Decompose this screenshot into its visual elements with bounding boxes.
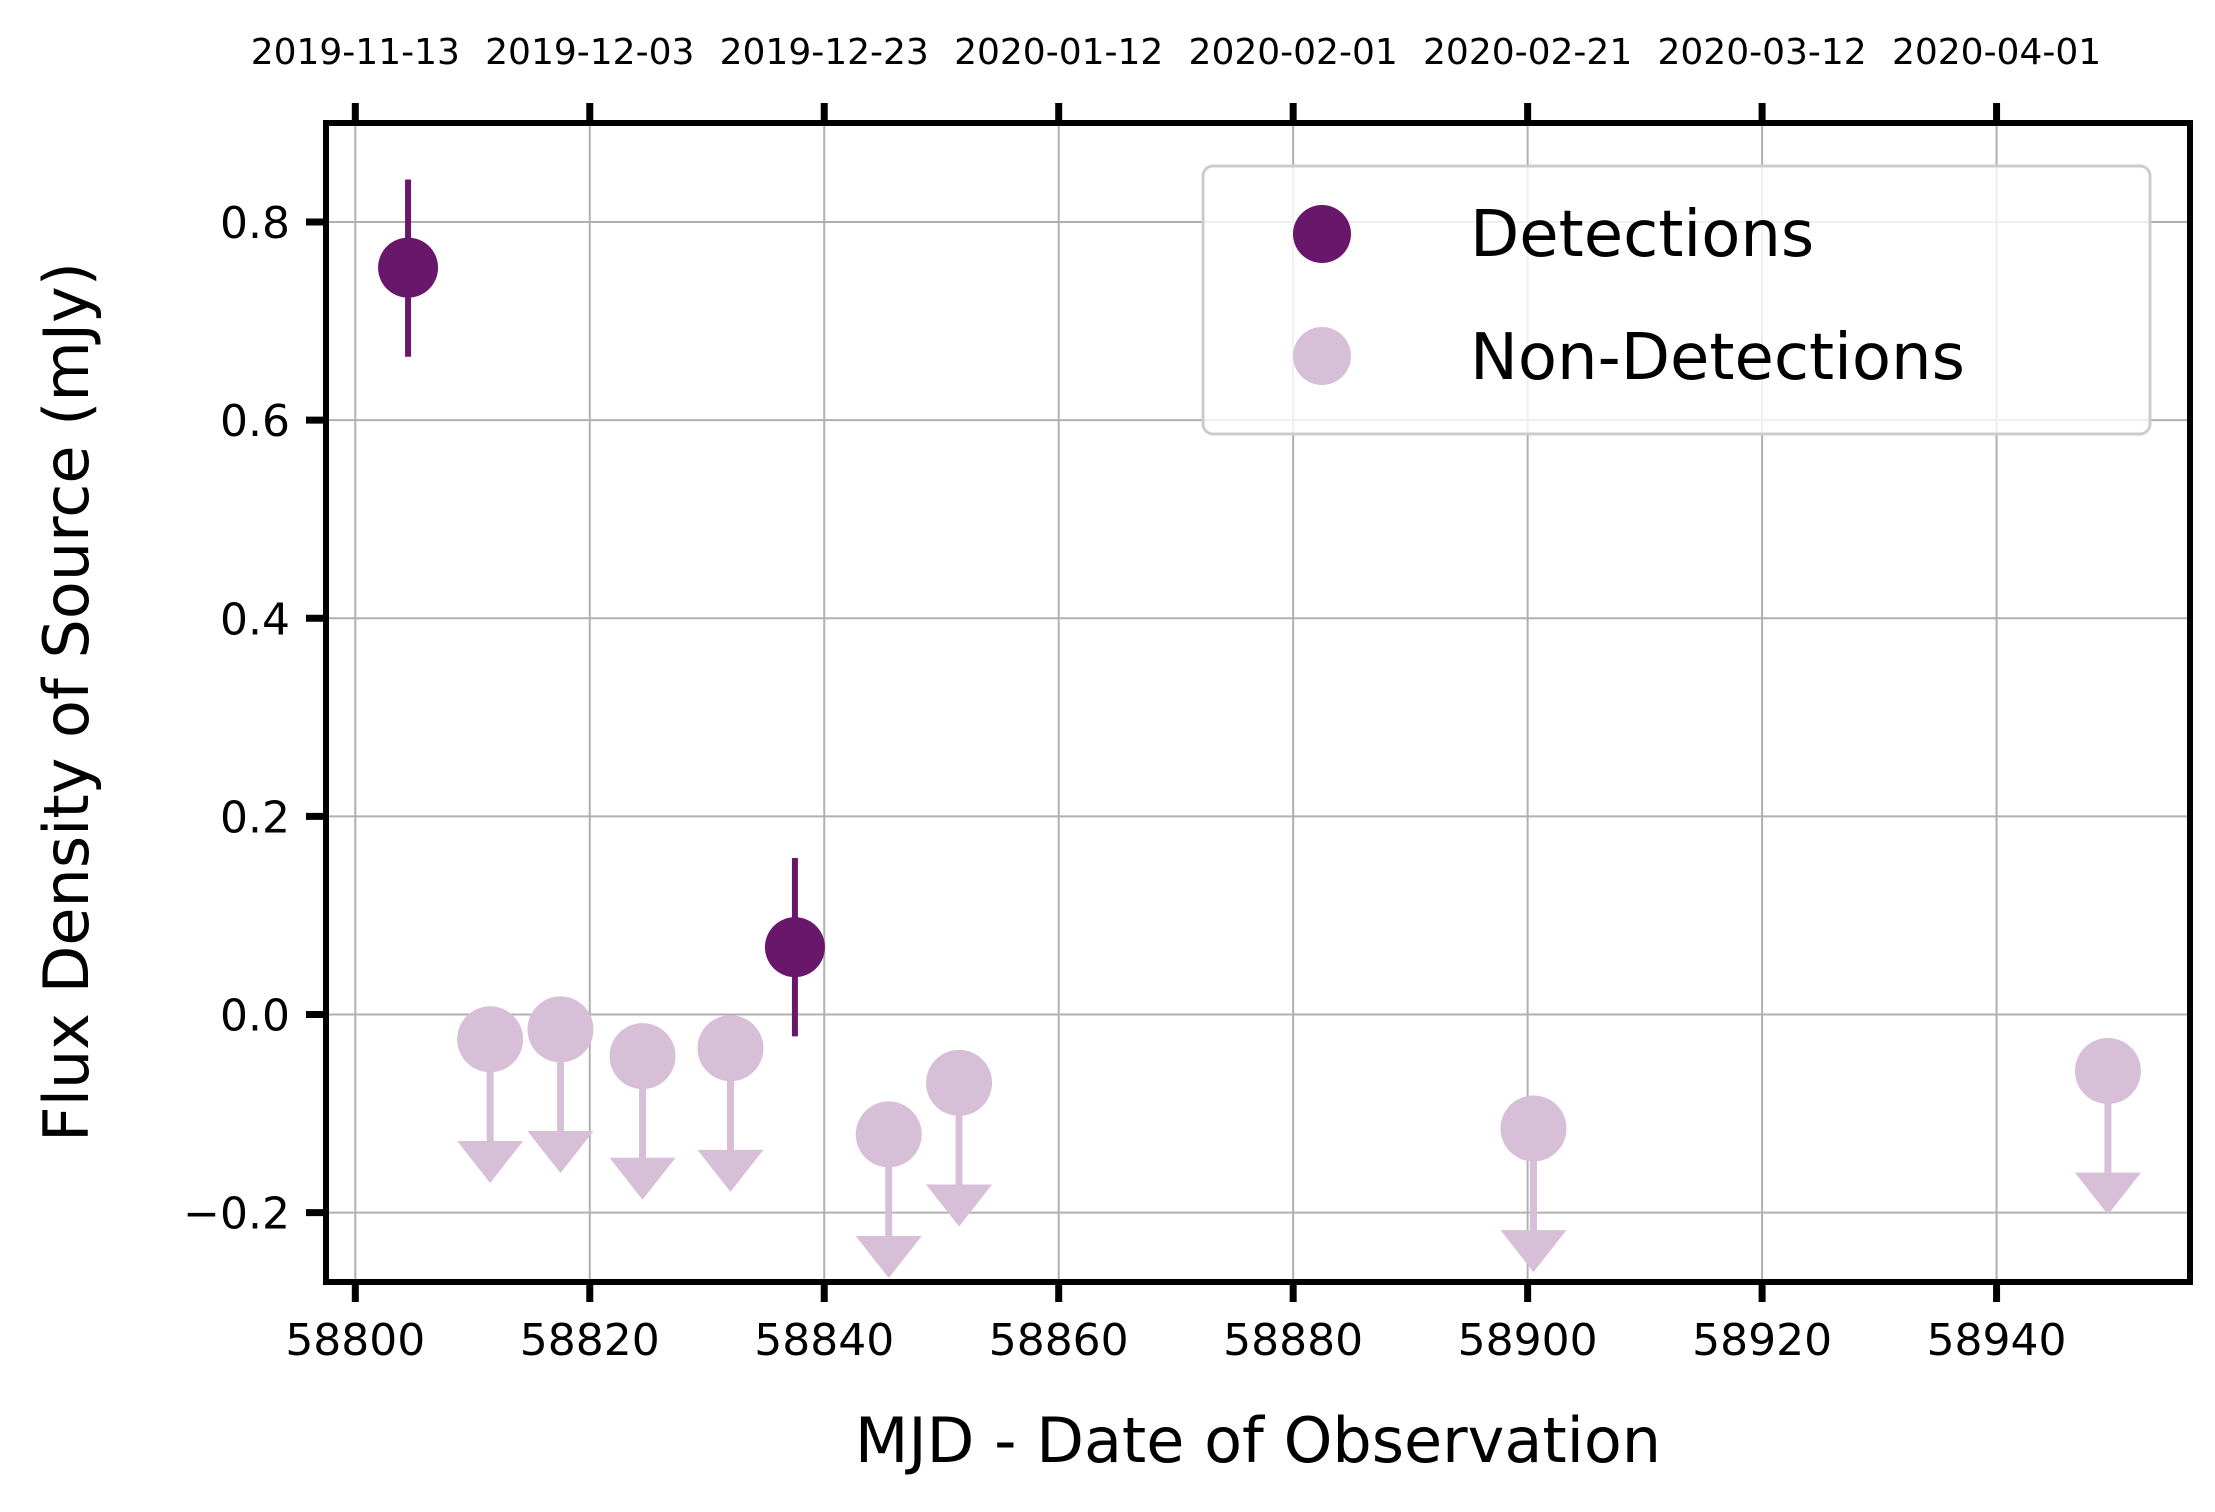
upper-limit-arrow (855, 1236, 922, 1279)
non-detection-marker (2074, 1038, 2141, 1105)
non-detection-marker (457, 1006, 524, 1073)
x-tick-label: 58820 (520, 1315, 660, 1366)
legend-marker-detections (1293, 205, 1351, 263)
x-axis-label: MJD - Date of Observation (855, 1404, 1661, 1477)
y-tick-label: 0.6 (220, 396, 290, 447)
upper-limit-arrow (1500, 1230, 1567, 1273)
x-tick-label: 58860 (989, 1315, 1129, 1366)
y-tick-label: 0.2 (220, 792, 290, 843)
top-tick-label: 2020-01-12 (954, 32, 1163, 73)
detection-marker (764, 917, 825, 978)
non-detection-point (697, 1015, 764, 1192)
non-detection-point (926, 1049, 993, 1227)
top-tick-label: 2019-12-03 (485, 32, 694, 73)
y-tick-label: −0.2 (183, 1189, 290, 1240)
y-tick-label: 0.0 (220, 991, 290, 1042)
upper-limit-arrow (2074, 1172, 2141, 1215)
non-detection-point (1500, 1095, 1567, 1273)
y-axis-ticks: 0.8 0.6 0.4 0.2 0.0 −0.2 (183, 198, 326, 1240)
x-tick-label: 58920 (1692, 1315, 1832, 1366)
legend-label-non-detections: Non-Detections (1470, 321, 1965, 395)
x-tick-label: 58900 (1458, 1315, 1598, 1366)
upper-limit-arrow (527, 1131, 594, 1174)
y-axis-label: Flux Density of Source (mJy) (30, 262, 103, 1142)
detection-marker (378, 237, 439, 298)
top-tick-label: 2020-02-01 (1189, 32, 1398, 73)
plot-frame (323, 120, 2193, 1285)
top-date-axis-ticks: 2019-11-13 2019-12-03 2019-12-23 2020-01-12… (251, 32, 2101, 123)
non-detection-marker (697, 1015, 764, 1082)
legend-box (1201, 164, 2152, 436)
plot-area (378, 179, 2141, 1279)
non-detection-marker (1500, 1095, 1567, 1162)
non-detection-point (527, 996, 594, 1174)
non-detection-marker (609, 1023, 676, 1090)
top-tick-label: 2019-12-23 (720, 32, 929, 73)
x-tick-label: 58840 (754, 1315, 894, 1366)
legend: Detections Non-Detections (1201, 164, 2152, 436)
x-tick-label: 58940 (1927, 1315, 2067, 1366)
upper-limit-arrow (609, 1157, 676, 1200)
upper-limit-arrow (457, 1140, 524, 1183)
non-detection-marker (527, 996, 594, 1063)
top-tick-label: 2020-04-01 (1892, 32, 2101, 73)
upper-limit-arrow (697, 1149, 764, 1192)
non-detection-point (855, 1101, 922, 1279)
upper-limit-arrow (926, 1184, 993, 1227)
detection-point (378, 179, 439, 357)
top-tick-label: 2020-02-21 (1423, 32, 1632, 73)
non-detection-point (609, 1023, 676, 1200)
legend-label-detections: Detections (1470, 198, 1814, 272)
y-tick-label: 0.4 (220, 594, 290, 645)
non-detection-marker (926, 1049, 993, 1116)
top-tick-label: 2020-03-12 (1657, 32, 1866, 73)
x-tick-label: 58800 (285, 1315, 425, 1366)
non-detection-point (2074, 1038, 2141, 1215)
y-tick-label: 0.8 (220, 198, 290, 249)
detection-point (764, 858, 825, 1037)
x-axis-ticks: 58800 58820 58840 58860 58880 58900 58920 58940 (285, 1282, 2067, 1366)
non-detection-point (457, 1006, 524, 1183)
top-tick-label: 2019-11-13 (251, 32, 460, 73)
legend-marker-non-detections (1293, 327, 1351, 385)
non-detection-marker (855, 1101, 922, 1168)
x-tick-label: 58880 (1223, 1315, 1363, 1366)
